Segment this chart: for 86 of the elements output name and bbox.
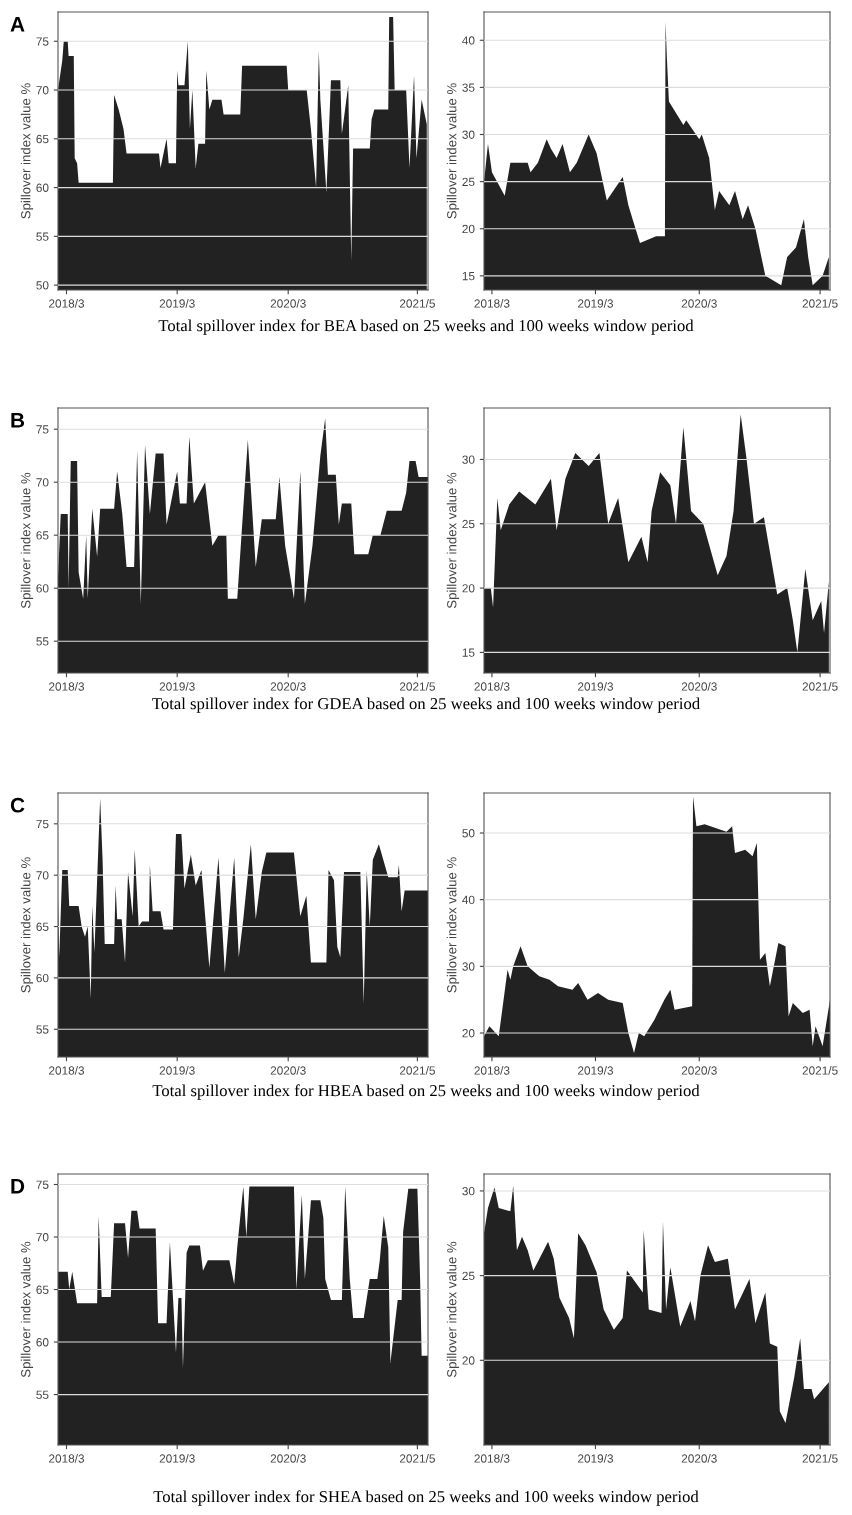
- y-tick-label: 65: [36, 531, 49, 540]
- y-tick-label: 30: [462, 962, 475, 971]
- x-tick-label: 2018/3: [474, 1066, 510, 1075]
- y-tick-label: 55: [36, 1390, 49, 1399]
- chart-title: A: [10, 17, 25, 32]
- x-tick-label: 2018/3: [474, 299, 510, 308]
- y-tick-label: 70: [36, 1233, 49, 1242]
- x-tick-label: 2021/5: [802, 682, 838, 691]
- y-tick-label: 65: [36, 134, 49, 144]
- y-tick-label: 70: [36, 478, 49, 487]
- x-tick-label: 2019/3: [159, 1066, 195, 1075]
- x-tick-label: 2019/3: [578, 1066, 613, 1075]
- y-tick-label: 30: [462, 455, 475, 464]
- text: Total spillover index for SHEA based on 25 weeks and 100 weeks window period: [153, 1490, 699, 1506]
- x-tick-label: 2021/5: [802, 1066, 838, 1075]
- x-tick-label: 2018/3: [474, 682, 510, 691]
- x-tick-label: 2021/5: [802, 1454, 838, 1463]
- x-tick-label: 2019/3: [159, 299, 195, 308]
- y-tick-label: 60: [36, 973, 49, 983]
- y-tick-label: 50: [462, 829, 475, 838]
- x-tick-label: 2019/3: [578, 682, 613, 691]
- y-axis-title: Spillover index value %: [20, 857, 34, 993]
- y-tick-label: 65: [36, 922, 49, 931]
- chart-title: B: [11, 413, 25, 428]
- chart-title: C: [10, 797, 25, 813]
- x-tick-label: 2021/5: [399, 1454, 435, 1463]
- y-tick-label: 50: [36, 281, 49, 290]
- x-tick-label: 2018/3: [49, 299, 85, 308]
- y-tick-label: 20: [462, 224, 475, 234]
- y-tick-label: 55: [36, 637, 49, 646]
- x-tick-label: 2020/3: [270, 1066, 306, 1075]
- y-tick-label: 70: [36, 86, 49, 95]
- y-tick-label: 75: [36, 425, 49, 434]
- x-tick-label: 2018/3: [49, 682, 85, 691]
- y-tick-label: 60: [36, 183, 49, 192]
- y-tick-label: 20: [462, 584, 475, 593]
- y-tick-label: 15: [462, 648, 475, 657]
- x-tick-label: 2020/3: [270, 682, 306, 691]
- x-tick-label: 2020/3: [270, 1454, 306, 1463]
- x-tick-label: 2018/3: [474, 1454, 510, 1463]
- x-tick-label: 2019/3: [578, 1454, 613, 1463]
- y-tick-label: 60: [36, 1338, 49, 1347]
- x-tick-label: 2020/3: [681, 682, 717, 691]
- x-tick-label: 2020/3: [681, 1066, 717, 1075]
- y-tick-label: 55: [36, 232, 49, 241]
- y-axis-title: Spillover index value %: [446, 1241, 460, 1378]
- y-tick-label: 25: [462, 1271, 475, 1281]
- text: Total spillover index for HBEA based on 25 weeks and 100 weeks window period: [152, 1084, 700, 1100]
- y-tick-label: 40: [462, 895, 475, 905]
- y-tick-label: 25: [462, 519, 475, 529]
- y-tick-label: 20: [462, 1356, 475, 1365]
- x-tick-label: 2019/3: [578, 299, 613, 308]
- x-tick-label: 2019/3: [159, 1454, 195, 1463]
- y-tick-label: 30: [462, 130, 475, 139]
- x-tick-label: 2020/3: [681, 299, 717, 308]
- y-tick-label: 75: [36, 37, 49, 46]
- y-axis-title: Spillover index value %: [446, 83, 460, 219]
- x-tick-label: 2021/5: [399, 299, 435, 308]
- x-tick-label: 2018/3: [49, 1066, 85, 1075]
- x-tick-label: 2021/5: [399, 682, 435, 691]
- y-tick-label: 70: [36, 871, 49, 880]
- y-tick-label: 75: [36, 1180, 49, 1189]
- y-axis-title: Spillover index value %: [446, 472, 460, 609]
- y-axis-title: Spillover index value %: [20, 83, 34, 219]
- y-axis-title: Spillover index value %: [20, 472, 34, 609]
- y-tick-label: 35: [462, 83, 475, 92]
- x-tick-label: 2020/3: [270, 299, 306, 308]
- y-tick-label: 75: [36, 819, 49, 829]
- y-tick-label: 40: [462, 36, 475, 45]
- y-tick-label: 25: [462, 177, 475, 187]
- y-tick-label: 20: [462, 1029, 475, 1038]
- x-tick-label: 2021/5: [802, 299, 838, 308]
- y-tick-label: 55: [36, 1025, 49, 1034]
- x-tick-label: 2020/3: [681, 1454, 717, 1463]
- y-tick-label: 15: [462, 272, 475, 281]
- y-tick-label: 65: [36, 1285, 49, 1294]
- y-axis-title: Spillover index value %: [446, 857, 460, 993]
- chart-title: D: [11, 1179, 25, 1194]
- y-axis-title: Spillover index value %: [20, 1241, 34, 1378]
- x-tick-label: 2019/3: [159, 682, 195, 691]
- text: Total spillover index for GDEA based on 25 weeks and 100 weeks window period: [152, 697, 700, 713]
- y-tick-label: 30: [462, 1186, 475, 1196]
- y-tick-label: 60: [36, 584, 49, 593]
- x-tick-label: 2018/3: [49, 1454, 85, 1463]
- text: Total spillover index for BEA based on 25 weeks and 100 weeks window period: [158, 319, 694, 335]
- x-tick-label: 2021/5: [399, 1066, 435, 1075]
